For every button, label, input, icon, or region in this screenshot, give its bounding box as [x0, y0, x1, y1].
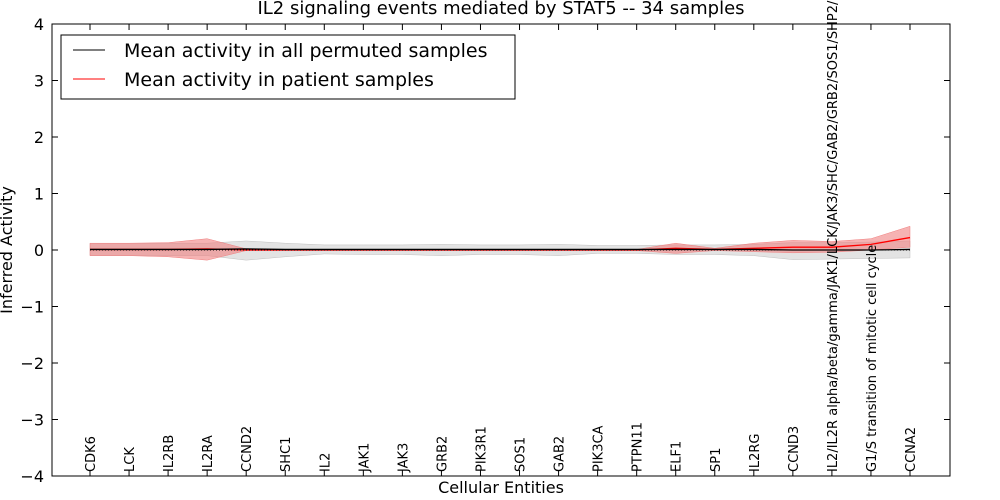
x-tick-label-lck: LCK [123, 447, 138, 472]
y-tick-label: 3 [34, 72, 44, 91]
x-tick-label-grb2: GRB2 [435, 436, 450, 472]
x-axis-title: Cellular Entities [438, 478, 564, 497]
series-lines [90, 236, 911, 251]
x-tick-label-il2rb: IL2RB [162, 435, 177, 472]
y-tick-label: −2 [20, 354, 44, 373]
y-tick-label: 2 [34, 128, 44, 147]
legend-label-patient: Mean activity in patient samples [124, 69, 434, 91]
x-tick-label-ccnd3: CCND3 [787, 426, 802, 472]
y-tick-label: −4 [20, 467, 44, 486]
x-tick-label-sp1: SP1 [709, 448, 724, 472]
y-tick-label: −3 [20, 411, 44, 430]
x-tick-label-gab2: GAB2 [553, 436, 568, 472]
x-tick-label-il2-il2r-alpha-beta-gamma-jak1-lck-jak3-: IL2/IL2R alpha/beta/gamma/JAK1/LCK/JAK3/… [826, 0, 841, 472]
x-tick-label-g1-s-transition-of-mitotic-cell-cycle: G1/S transition of mitotic cell cycle [865, 245, 880, 472]
legend: Mean activity in all permuted samples Me… [60, 34, 516, 100]
y-tick-label: 4 [34, 15, 44, 34]
x-tick-label-il2rg: IL2RG [748, 434, 763, 472]
x-axis-ticks: CDK6 LCK IL2RB IL2RA CCND2 SHC1 IL2 JAK1 JAK3 GRB… [84, 0, 919, 476]
x-tick-label-shc1: SHC1 [279, 437, 294, 472]
chart-title: IL2 signaling events mediated by STAT5 -… [257, 0, 744, 19]
x-tick-label-ccna2: CCNA2 [904, 427, 919, 472]
y-axis-title: Inferred Activity [0, 186, 16, 314]
x-tick-label-cdk6: CDK6 [84, 436, 99, 472]
x-tick-label-il2: IL2 [318, 453, 333, 472]
x-tick-label-pik3r1: PIK3R1 [474, 426, 489, 472]
y-tick-label: 0 [34, 241, 44, 260]
x-tick-label-pik3ca: PIK3CA [592, 425, 607, 472]
x-tick-label-jak3: JAK3 [396, 443, 411, 473]
x-tick-label-elf1: ELF1 [670, 441, 685, 472]
y-tick-label: 1 [34, 185, 44, 204]
x-tick-label-jak1: JAK1 [357, 443, 372, 473]
series-line-permuted [90, 248, 911, 251]
legend-box [60, 34, 516, 100]
x-tick-label-sos1: SOS1 [514, 437, 529, 472]
y-axis-ticks: 4 3 2 1 0 −1 −2 −3 −4 [20, 15, 950, 486]
x-tick-label-il2ra: IL2RA [201, 435, 216, 472]
legend-label-permuted: Mean activity in all permuted samples [124, 40, 487, 62]
x-tick-label-ccnd2: CCND2 [240, 426, 255, 472]
y-tick-label: −1 [20, 298, 44, 317]
x-tick-label-ptpn11: PTPN11 [631, 422, 646, 472]
